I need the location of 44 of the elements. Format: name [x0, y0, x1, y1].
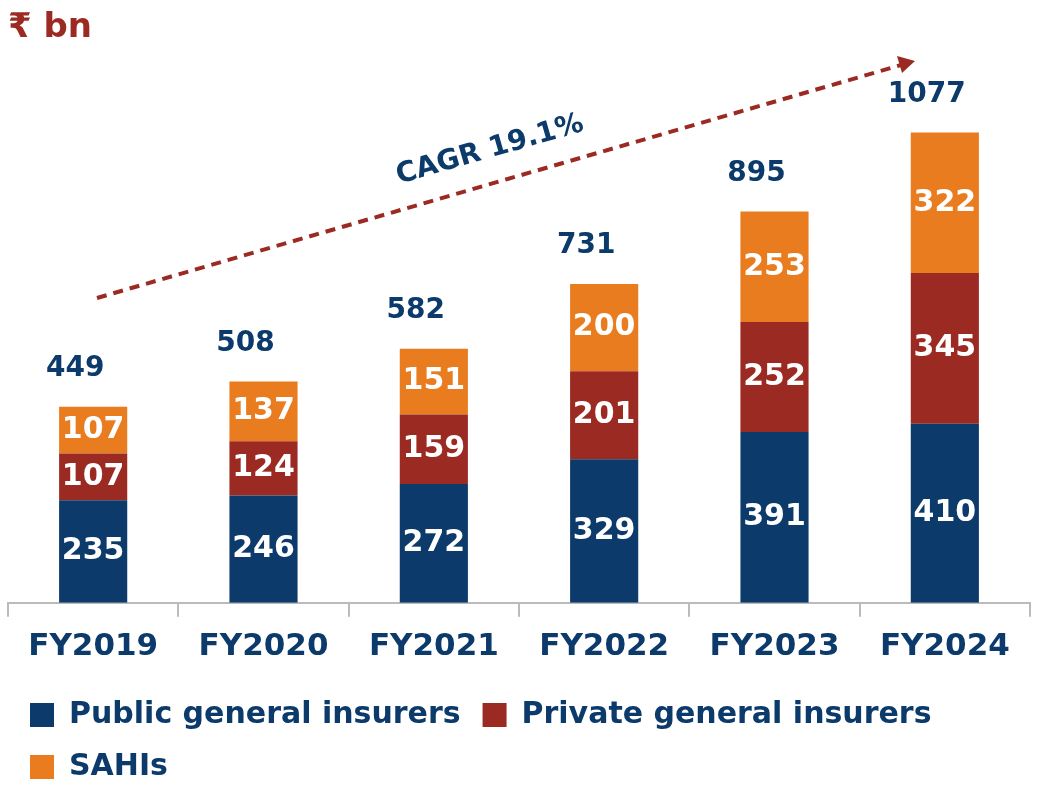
total-label: 582	[386, 291, 446, 325]
data-label: 107	[61, 456, 125, 492]
data-label: 151	[402, 361, 466, 397]
data-label: 252	[743, 356, 806, 392]
data-label: 159	[402, 429, 466, 465]
x-tick-label: FY2021	[368, 626, 499, 663]
bar	[910, 132, 979, 274]
data-label: 322	[913, 182, 977, 218]
annotation: CAGR 19.1%	[391, 105, 587, 191]
legend-label: SAHIs	[69, 746, 168, 782]
x-tick-label: FY2024	[879, 626, 1010, 663]
x-tick-label: FY2019	[28, 626, 159, 663]
total-label: 895	[727, 154, 786, 188]
bar	[740, 211, 809, 323]
data-label: 200	[572, 307, 636, 343]
bar	[570, 459, 639, 603]
x-tick-label: FY2022	[539, 626, 670, 663]
total-label: 731	[556, 227, 616, 261]
total-label: 449	[45, 350, 105, 384]
total-label: 1077	[887, 75, 966, 109]
data-label: 124	[232, 448, 295, 484]
bar	[740, 322, 809, 433]
data-label: 107	[61, 409, 125, 445]
bar	[910, 423, 979, 603]
x-tick-label: FY2020	[198, 626, 329, 663]
legend-label: Public general insurers	[69, 694, 461, 730]
data-label: 391	[743, 497, 806, 533]
data-label: 201	[572, 395, 636, 431]
bar	[740, 432, 809, 603]
bar	[229, 495, 298, 603]
data-label: 235	[61, 531, 125, 567]
data-label: 272	[402, 523, 466, 559]
chart-title: ₹ bn	[8, 5, 93, 46]
legend-label: Private general insurers	[521, 694, 932, 730]
data-label: 329	[572, 510, 636, 546]
data-label: 246	[232, 528, 295, 564]
data-label: 410	[913, 493, 977, 529]
bar	[399, 484, 468, 603]
x-tick-label: FY2023	[709, 626, 840, 663]
total-label: 508	[216, 324, 275, 358]
data-label: 253	[743, 246, 806, 282]
data-label: 137	[232, 391, 295, 427]
data-label: 345	[913, 328, 977, 364]
bar	[910, 273, 979, 424]
